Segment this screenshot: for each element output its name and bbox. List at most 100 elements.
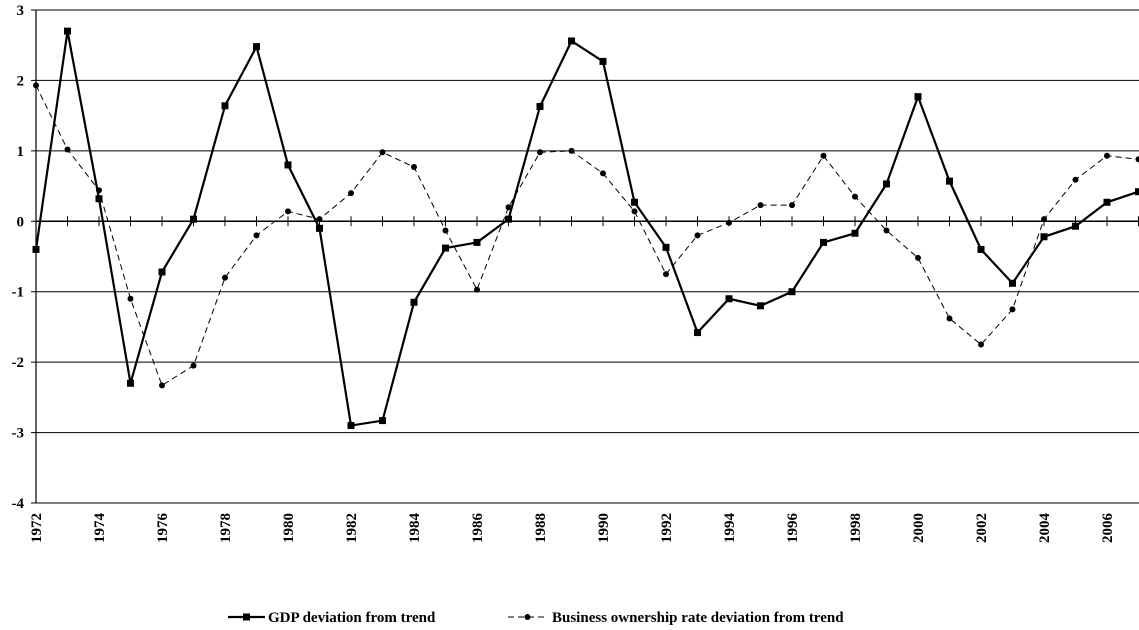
legend-marker <box>243 613 250 621</box>
data-point <box>95 195 103 203</box>
data-point <box>411 164 417 171</box>
data-point <box>820 238 827 246</box>
data-point <box>253 232 260 239</box>
data-point <box>631 208 638 215</box>
data-point <box>568 147 575 154</box>
data-point <box>379 149 386 156</box>
data-point <box>883 180 890 188</box>
data-point <box>32 245 40 253</box>
x-tick-label: 1996 <box>785 513 801 544</box>
data-point <box>883 227 890 234</box>
data-point <box>64 27 71 35</box>
data-point <box>820 152 827 159</box>
x-tick-label: 2002 <box>974 513 990 543</box>
data-point <box>222 274 228 281</box>
data-point <box>1009 306 1016 313</box>
data-point <box>505 204 512 211</box>
data-point <box>159 382 165 389</box>
x-tick-label: 1988 <box>533 513 549 543</box>
data-point <box>1135 156 1139 163</box>
data-point <box>127 379 134 387</box>
y-tick-label: 0 <box>17 214 25 230</box>
data-point <box>851 229 859 237</box>
data-point <box>757 302 764 310</box>
data-point <box>347 422 355 430</box>
y-tick-labels: 3 2 1 0 -1 -2 -3 -4 <box>12 3 25 512</box>
series-business-ownership <box>33 82 1139 389</box>
data-point <box>662 243 670 251</box>
data-point <box>285 208 291 215</box>
y-tick-label: -2 <box>12 355 25 371</box>
series-line <box>35 85 1139 387</box>
y-tick-label: 3 <box>17 3 25 19</box>
data-point <box>221 102 229 110</box>
series-layer <box>32 27 1139 430</box>
x-tick-label: 1994 <box>722 513 738 544</box>
data-point <box>33 82 39 89</box>
x-tick-label: 2006 <box>1100 513 1116 544</box>
data-point <box>96 187 102 194</box>
data-point <box>1072 222 1079 230</box>
data-point <box>1009 279 1016 287</box>
x-tick-label: 1974 <box>92 513 108 544</box>
data-point <box>788 288 796 296</box>
data-point <box>726 219 732 226</box>
data-point <box>316 224 323 232</box>
data-point <box>1135 188 1139 196</box>
data-point <box>64 146 71 153</box>
data-point <box>253 43 260 51</box>
y-tick-label: 1 <box>17 144 25 160</box>
axes <box>31 9 1139 504</box>
data-point <box>946 315 953 322</box>
data-point <box>284 161 292 169</box>
data-point <box>127 295 134 302</box>
data-point <box>379 417 386 425</box>
legend-item-gdp: GDP deviation from trend <box>228 610 436 626</box>
data-point <box>474 286 480 293</box>
data-point <box>977 245 985 253</box>
data-point <box>348 190 354 197</box>
y-tick-label: 2 <box>17 73 25 89</box>
data-point <box>852 193 858 200</box>
data-point <box>631 198 638 206</box>
x-tick-label: 1976 <box>155 513 171 544</box>
data-point <box>978 341 984 348</box>
data-point <box>694 232 701 239</box>
data-point <box>789 202 795 209</box>
data-point <box>1040 233 1048 241</box>
data-point <box>915 254 921 261</box>
data-point <box>725 295 733 303</box>
data-point <box>1041 216 1047 223</box>
x-tick-labels: 1972 1974 1976 1978 1980 1982 1984 1986 1988 1990… <box>29 513 1116 544</box>
x-tick-label: 1982 <box>344 513 360 543</box>
x-tick-label: 1986 <box>470 513 486 544</box>
legend-label: Business ownership rate deviation from t… <box>552 610 844 626</box>
data-point <box>663 271 669 278</box>
legend: GDP deviation from trend Business ownersh… <box>228 610 844 626</box>
data-point <box>1072 176 1079 183</box>
data-point <box>946 177 953 185</box>
x-tick-label: 1998 <box>848 513 864 543</box>
data-point <box>599 57 607 65</box>
data-point <box>537 149 543 156</box>
data-point <box>1103 198 1111 206</box>
x-tick-label: 2000 <box>911 513 927 543</box>
data-point <box>473 238 481 246</box>
y-tick-label: -3 <box>12 426 25 442</box>
data-point <box>316 216 323 223</box>
legend-label: GDP deviation from trend <box>268 610 436 626</box>
legend-marker <box>524 614 531 620</box>
data-point <box>505 215 512 223</box>
x-tick-label: 1980 <box>281 513 297 543</box>
grid-lines <box>36 9 1139 504</box>
x-tick-label: 1992 <box>659 513 675 543</box>
x-tick-label: 1990 <box>596 513 612 543</box>
data-point <box>694 329 701 337</box>
x-tick-label: 1972 <box>29 513 45 543</box>
data-point <box>536 102 544 110</box>
data-point <box>190 215 197 223</box>
data-point <box>190 362 197 369</box>
y-tick-label: -1 <box>12 285 25 301</box>
